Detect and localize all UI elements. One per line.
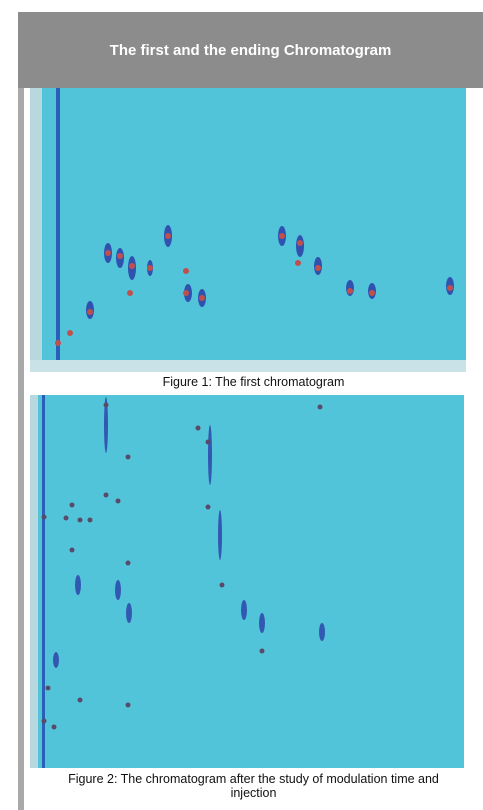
figure-caption: Figure 1: The first chromatogram <box>162 375 345 389</box>
header-title: The first and the ending Chromatogram <box>18 12 483 88</box>
side-bar <box>18 88 24 810</box>
figure-caption: Figure 2: The chromatogram after the stu… <box>68 772 439 800</box>
chromatogram-1 <box>30 88 466 372</box>
chromatogram-2 <box>30 395 464 768</box>
